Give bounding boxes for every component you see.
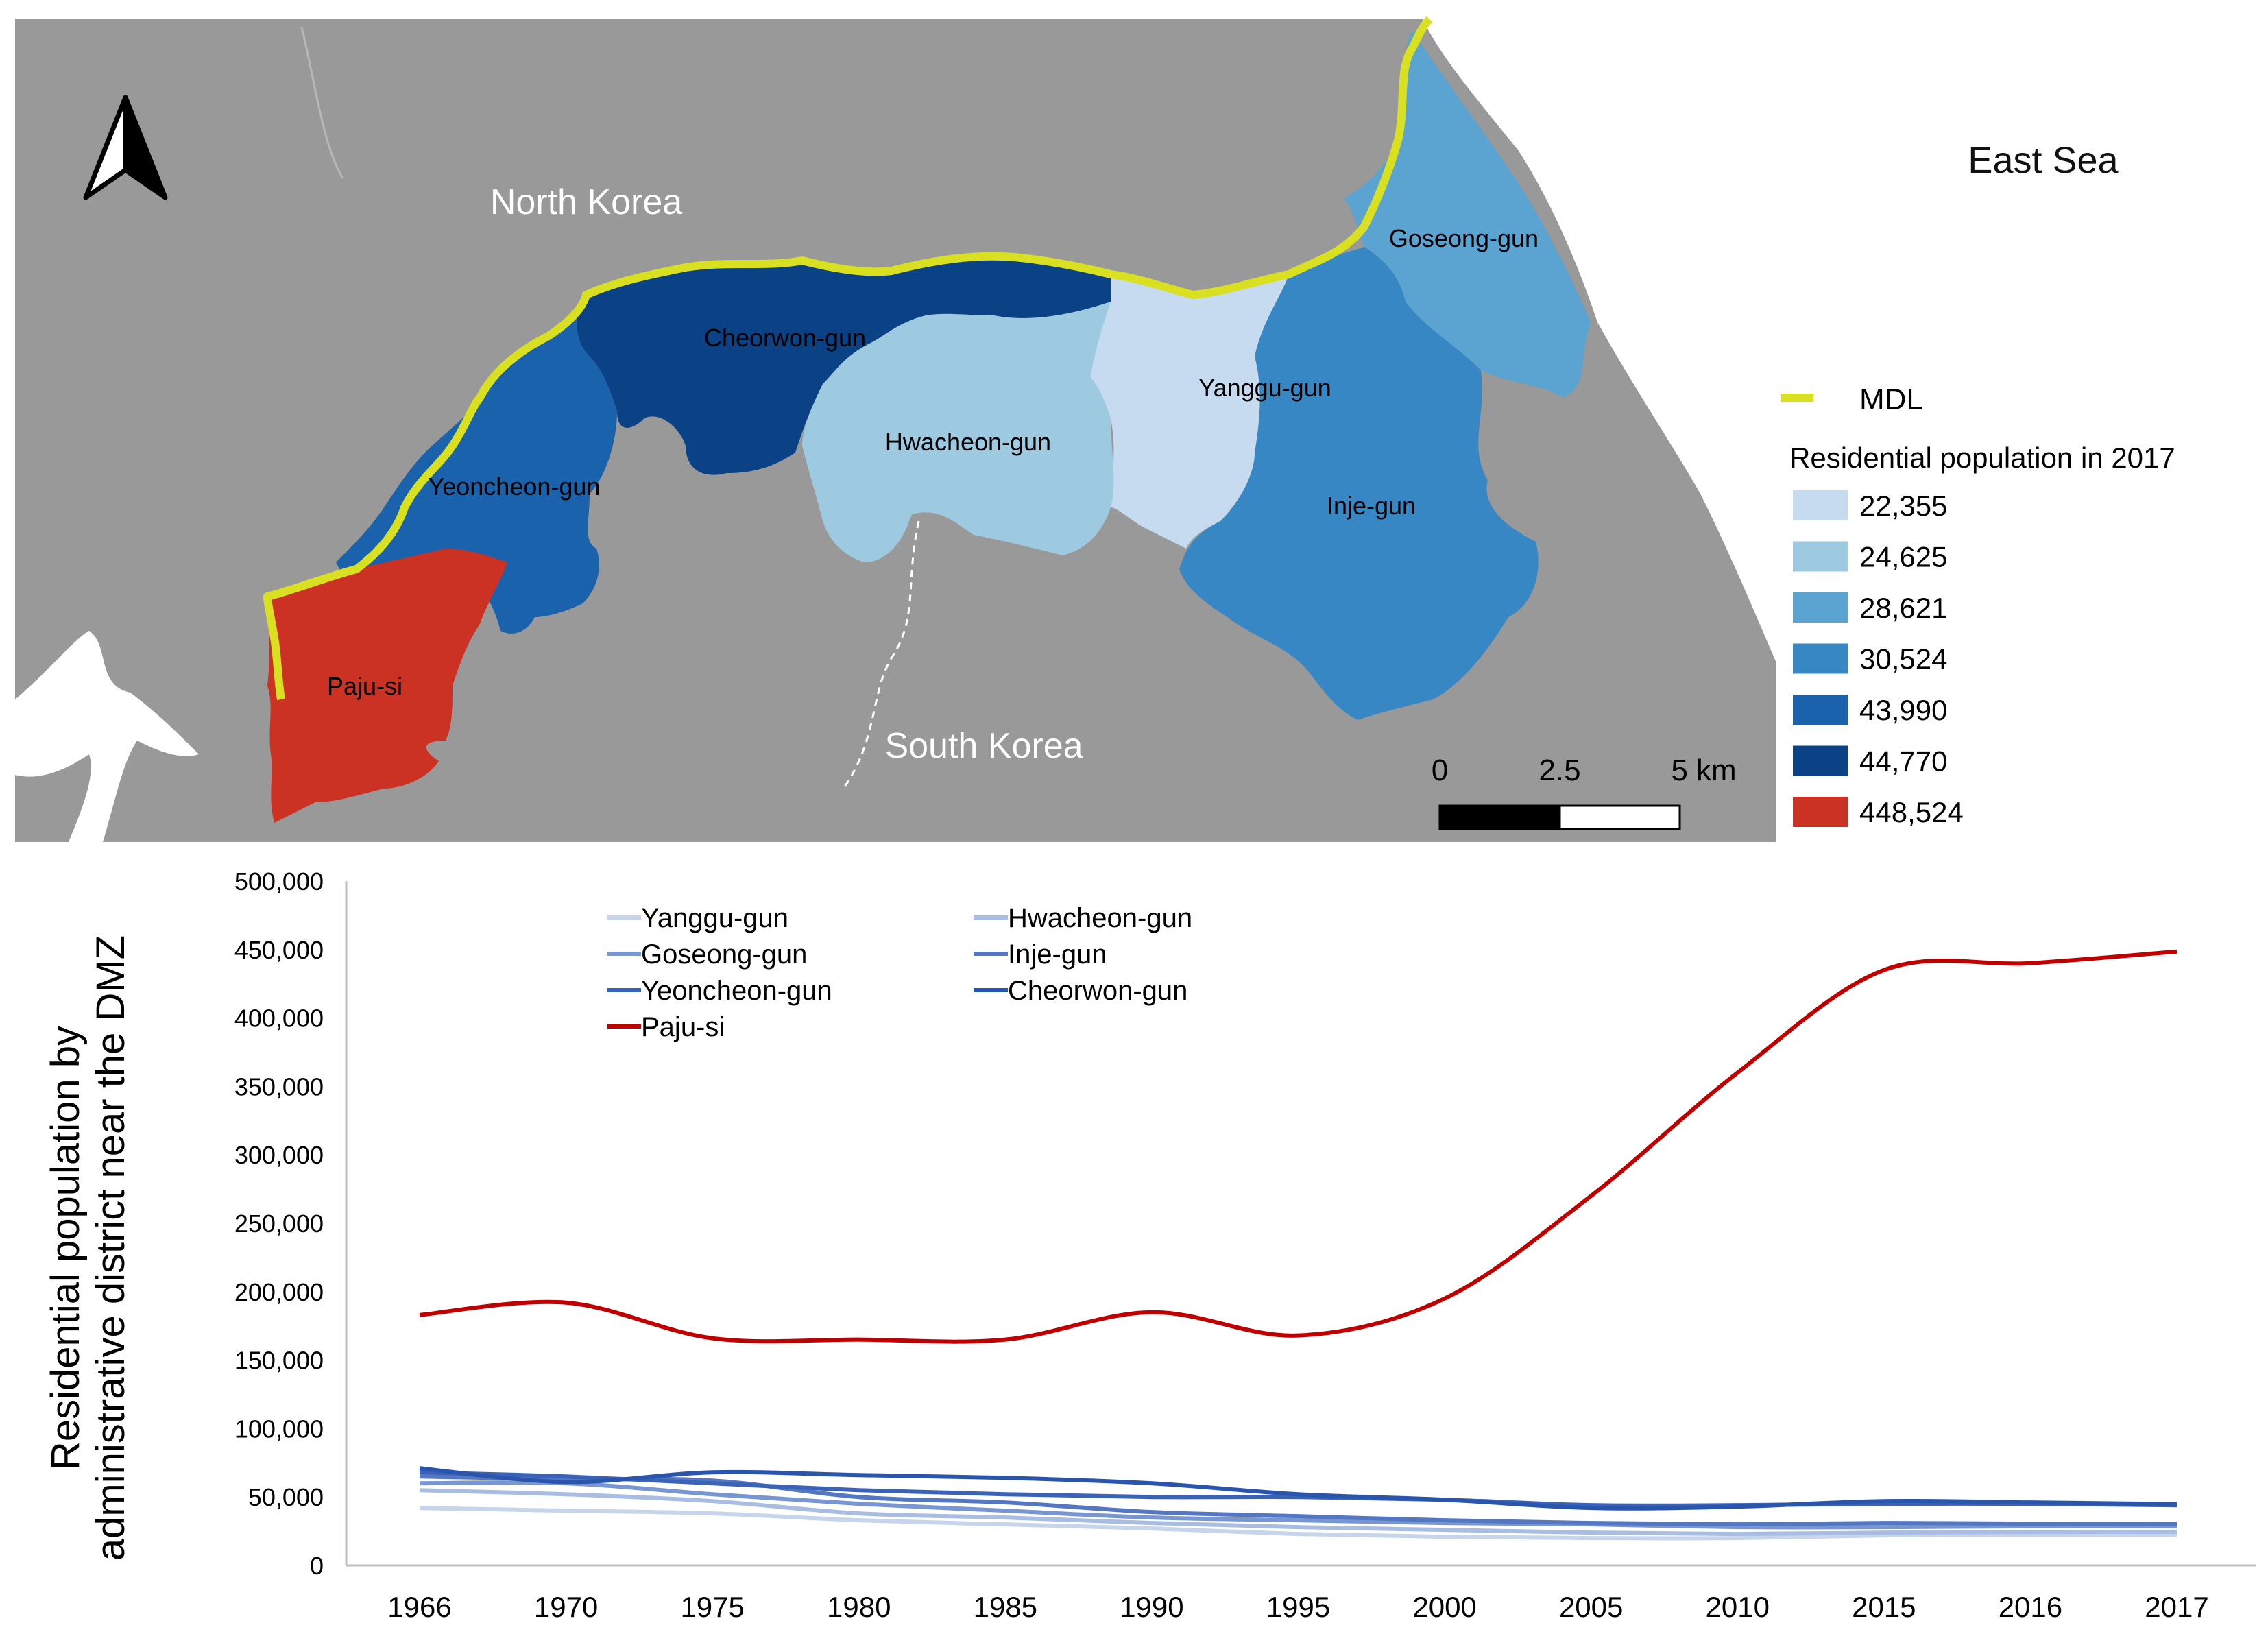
y-axis-title: Residential population by administrative… [43, 935, 133, 1561]
district-label-goseong: Goseong-gun [1389, 224, 1539, 252]
legend-series-label: Paju-si [641, 1012, 725, 1042]
legend-class-label-3: 30,524 [1859, 643, 1947, 675]
legend-series-label: Goseong-gun [641, 939, 807, 970]
district-label-yeoncheon: Yeoncheon-gun [429, 472, 601, 501]
x-tick-label: 1980 [827, 1591, 891, 1623]
district-label-cheorwon: Cheorwon-gun [704, 324, 866, 352]
y-axis-title-line-2: administrative district near the DMZ [88, 935, 133, 1561]
x-tick-label: 1990 [1120, 1591, 1183, 1623]
series-line-hwacheon-gun [419, 1488, 2177, 1537]
series-line-yeoncheon-gun [419, 1470, 2177, 1508]
legend-swatch-2 [1793, 592, 1848, 623]
series-line-paju-si [419, 949, 2177, 1344]
scale-bar-black [1438, 804, 1561, 830]
legend-series-label: Yeoncheon-gun [641, 976, 832, 1006]
y-tick-label: 100,000 [234, 1415, 324, 1443]
x-tick-label: 1966 [387, 1591, 451, 1623]
mdl-line [263, 16, 1433, 700]
legend-class-label-0: 22,355 [1859, 490, 1947, 522]
y-tick-label: 150,000 [234, 1347, 324, 1375]
legend-class-label-4: 43,990 [1859, 694, 1947, 726]
north-arrow-icon [83, 95, 168, 200]
legend-series-label: Hwacheon-gun [1008, 903, 1192, 933]
y-tick-label: 200,000 [234, 1278, 324, 1306]
y-tick-label: 450,000 [234, 936, 324, 964]
legend-series-label: Yanggu-gun [641, 903, 788, 933]
chart-legend: Yanggu-gun Hwacheon-gun Goseong-gun Inje-gu… [607, 903, 1192, 1042]
x-tick-label: 1975 [680, 1591, 744, 1623]
legend-series-label: Inje-gun [1008, 939, 1107, 970]
map-legend: MDL Residential population in 2017 22,35… [1776, 341, 2249, 843]
stream-line [842, 520, 920, 789]
district-label-yanggu: Yanggu-gun [1198, 374, 1331, 402]
legend-class-label-6: 448,524 [1859, 796, 1964, 828]
district-inje [1179, 247, 1539, 720]
x-tick-label: 1995 [1266, 1591, 1330, 1623]
series-line-goseong-gun [419, 1480, 2177, 1530]
scale-bar-white [1558, 804, 1681, 830]
y-tick-label: 500,000 [234, 867, 324, 896]
district-hwacheon [802, 302, 1114, 562]
district-cheorwon [577, 256, 1111, 475]
y-tick-label: 300,000 [234, 1141, 324, 1169]
population-line-chart: 0 50,000 100,000 150,000 200,000 250,000 300,0… [43, 867, 2256, 1623]
legend-title: Residential population in 2017 [1789, 442, 2175, 474]
legend-swatch-5 [1793, 745, 1848, 776]
scale-tick-5km: 5 km [1671, 754, 1736, 787]
legend-swatch-3 [1793, 643, 1848, 674]
scale-tick-0: 0 [1432, 754, 1448, 787]
west-water [15, 631, 199, 842]
scale-bar: 0 2.5 5 km [1432, 754, 1737, 830]
x-tick-label: 2016 [1999, 1591, 2062, 1623]
y-axis-title-line-1: Residential population by [43, 1026, 88, 1470]
x-tick-label: 2010 [1706, 1591, 1770, 1623]
district-label-paju: Paju-si [327, 672, 402, 700]
district-label-inje: Inje-gun [1327, 492, 1416, 520]
y-tick-label: 0 [310, 1552, 324, 1580]
legend-class-label-5: 44,770 [1859, 745, 1947, 778]
x-tick-label: 2005 [1559, 1591, 1623, 1623]
district-goseong [1344, 31, 1591, 398]
series-line-yanggu-gun [419, 1506, 2177, 1541]
north-korea-label: North Korea [490, 182, 682, 222]
series-line-cheorwon-gun [419, 1466, 2177, 1511]
border-line [300, 27, 344, 179]
x-tick-label: 2017 [2145, 1591, 2208, 1623]
x-axis: 1966 1970 1975 1980 1985 1990 1995 2000 2005 2010… [346, 1564, 2256, 1623]
dmz-map: North Korea South Korea East Sea Cheorwo… [15, 16, 2249, 843]
y-tick-label: 350,000 [234, 1072, 324, 1101]
district-yanggu [1090, 274, 1289, 549]
legend-swatch-4 [1793, 695, 1848, 725]
x-tick-label: 1970 [534, 1591, 598, 1623]
east-sea-label: East Sea [1968, 140, 2119, 181]
legend-swatch-6 [1793, 797, 1848, 827]
south-korea-label: South Korea [884, 726, 1083, 766]
legend-background [1776, 341, 2249, 843]
legend-class-label-2: 28,621 [1859, 592, 1947, 624]
y-tick-label: 50,000 [248, 1483, 324, 1511]
x-tick-label: 2015 [1852, 1591, 1916, 1623]
x-tick-label: 1985 [974, 1591, 1037, 1623]
scale-tick-2-5: 2.5 [1539, 754, 1580, 787]
district-paju [267, 549, 507, 823]
y-axis: 0 50,000 100,000 150,000 200,000 250,000 300,0… [234, 867, 348, 1580]
district-yeoncheon [336, 295, 617, 634]
legend-swatch-1 [1793, 541, 1848, 572]
series-lines [419, 949, 2177, 1541]
legend-series-label: Cheorwon-gun [1008, 976, 1187, 1006]
legend-class-label-1: 24,625 [1859, 541, 1947, 573]
y-tick-label: 400,000 [234, 1005, 324, 1033]
legend-swatch-0 [1793, 490, 1848, 520]
legend-mdl-label: MDL [1859, 383, 1923, 416]
district-label-hwacheon: Hwacheon-gun [885, 428, 1051, 456]
x-tick-label: 2000 [1412, 1591, 1476, 1623]
y-tick-label: 250,000 [234, 1210, 324, 1238]
series-line-inje-gun [419, 1474, 2177, 1527]
